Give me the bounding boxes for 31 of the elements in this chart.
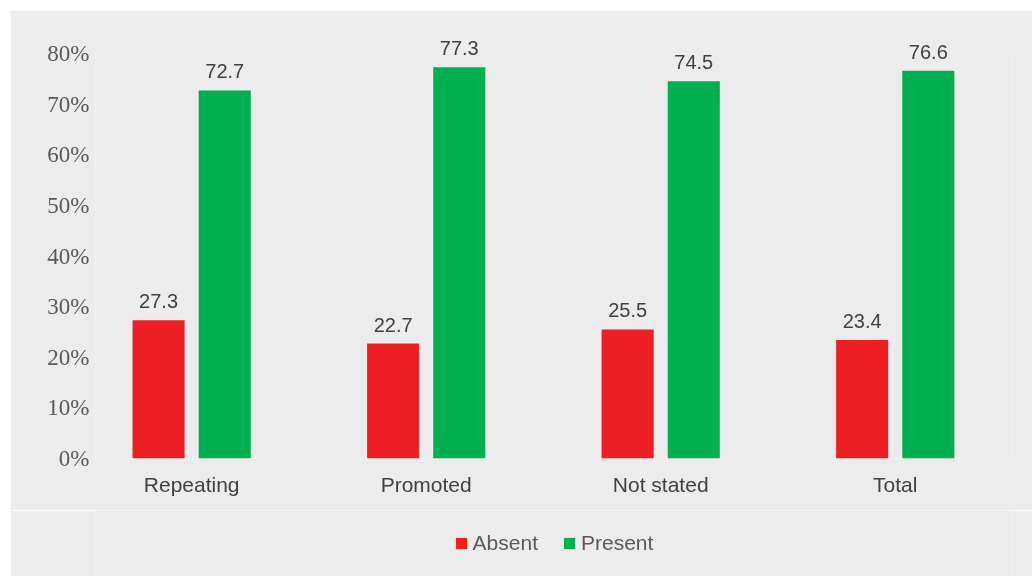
legend-label: Absent <box>472 531 539 555</box>
data-label: 77.3 <box>439 37 479 60</box>
data-label: 25.5 <box>608 299 648 322</box>
y-tick-label: 50% <box>47 192 90 218</box>
x-tick-label: Total <box>873 472 918 496</box>
x-tick-label: Repeating <box>143 472 240 496</box>
data-label: 27.3 <box>139 290 179 313</box>
data-label: 22.7 <box>373 313 413 336</box>
x-tick-label: Not stated <box>612 472 709 496</box>
bar <box>198 90 251 459</box>
bar <box>433 67 486 459</box>
data-label: 72.7 <box>205 60 245 83</box>
bar <box>132 320 185 459</box>
y-tick-label: 10% <box>47 395 90 421</box>
bar <box>601 329 654 459</box>
y-tick-label: 80% <box>47 41 90 66</box>
x-tick-label: Promoted <box>380 472 472 496</box>
bar <box>367 343 420 459</box>
data-label: 23.4 <box>842 310 882 333</box>
y-tick-label: 60% <box>47 142 90 168</box>
bar <box>836 340 889 459</box>
y-tick-label: 0% <box>58 446 90 471</box>
y-tick-label: 30% <box>47 294 90 320</box>
y-tick-label: 40% <box>47 243 90 269</box>
data-label: 76.6 <box>908 40 948 63</box>
y-tick-label: 20% <box>47 344 90 370</box>
bar <box>667 81 720 459</box>
y-tick-label: 70% <box>47 91 90 117</box>
data-label: 74.5 <box>674 51 714 74</box>
bar <box>902 70 955 459</box>
legend-label: Present <box>581 531 654 555</box>
